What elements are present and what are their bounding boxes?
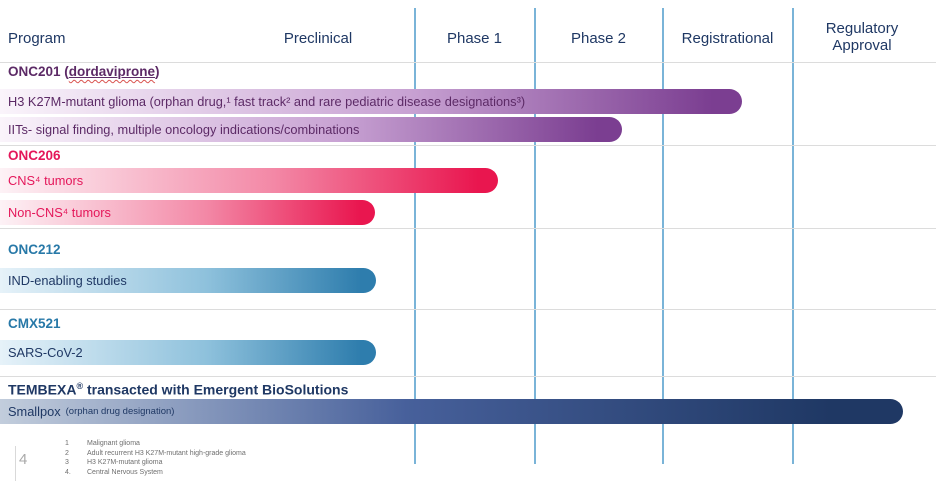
bar-label-iits: IITs- signal finding, multiple oncology …: [8, 122, 360, 137]
footnote-3-num: 3: [65, 459, 69, 467]
footnotes: 1 Malignant glioma 2 Adult recurrent H3 …: [65, 439, 246, 477]
footnote-2-text: Adult recurrent H3 K27M-mutant high-grad…: [87, 449, 246, 457]
onc201-name: ONC201 (: [8, 64, 69, 79]
grid-vline-phase1: [414, 8, 416, 464]
separator-onc206-onc212: [0, 228, 936, 229]
footnote-3: 3 H3 K27M-mutant glioma: [65, 458, 246, 468]
onc201-drug-link: dordaviprone: [68, 64, 156, 79]
bar-cns-tumors: CNS⁴ tumors: [0, 168, 498, 193]
page-number-divider: [15, 446, 16, 481]
column-header-preclinical: Preclinical: [283, 30, 353, 47]
grid-vline-regulatory-approval: [792, 8, 794, 464]
bar-label-sars-cov-2: SARS-CoV-2: [8, 345, 83, 360]
column-header-program: Program: [8, 30, 66, 47]
bar-sars-cov-2: SARS-CoV-2: [0, 340, 376, 365]
program-heading-onc212: ONC212: [8, 242, 61, 257]
bar-label-h3k27m-glioma: H3 K27M-mutant glioma (orphan drug,¹ fas…: [8, 94, 526, 109]
footnote-4-text: Central Nervous System: [87, 468, 163, 476]
bar-label-smallpox: Smallpox: [8, 404, 61, 419]
separator-cmx521-tembexa: [0, 376, 936, 377]
column-header-registrational: Registrational: [681, 30, 774, 47]
grid-vline-phase2: [534, 8, 536, 464]
bar-label-ind-enabling-studies: IND-enabling studies: [8, 273, 127, 288]
bar-label-cns-tumors: CNS⁴ tumors: [8, 173, 84, 188]
program-heading-onc201: ONC201 (dordaviprone): [8, 64, 160, 79]
bar-smallpox: Smallpox (orphan drug designation): [0, 399, 903, 424]
grid-vline-registrational: [662, 8, 664, 464]
footnote-4-num: 4.: [65, 468, 71, 476]
registered-trademark-mark: ®: [76, 381, 84, 391]
footnote-2-num: 2: [65, 449, 69, 457]
bar-non-cns-tumors: Non-CNS⁴ tumors: [0, 200, 375, 225]
column-header-phase2: Phase 2: [570, 30, 627, 47]
header-underline: [0, 62, 936, 63]
bar-label-non-cns-tumors: Non-CNS⁴ tumors: [8, 205, 111, 220]
page-number: 4: [19, 451, 28, 468]
footnote-1: 1 Malignant glioma: [65, 439, 246, 449]
footnote-3-text: H3 K27M-mutant glioma: [87, 459, 163, 467]
separator-onc201-onc206: [0, 145, 936, 146]
footnote-2: 2 Adult recurrent H3 K27M-mutant high-gr…: [65, 449, 246, 459]
footnote-1-num: 1: [65, 440, 69, 447]
footnote-1-text: Malignant glioma: [87, 440, 140, 447]
bar-h3k27m-glioma: H3 K27M-mutant glioma (orphan drug,¹ fas…: [0, 89, 742, 114]
bar-ind-enabling-studies: IND-enabling studies: [0, 268, 376, 293]
program-heading-cmx521: CMX521: [8, 316, 61, 331]
footnote-4: 4. Central Nervous System: [65, 468, 246, 478]
program-heading-tembexa: TEMBEXA® transacted with Emergent BioSol…: [8, 381, 349, 398]
column-header-phase1: Phase 1: [446, 30, 503, 47]
column-header-regulatory-approval: Regulatory Approval: [825, 20, 899, 54]
program-heading-onc206: ONC206: [8, 148, 61, 163]
bar-label-smallpox-note: (orphan drug designation): [65, 406, 175, 417]
separator-onc212-cmx521: [0, 309, 936, 310]
bar-iits: IITs- signal finding, multiple oncology …: [0, 117, 622, 142]
